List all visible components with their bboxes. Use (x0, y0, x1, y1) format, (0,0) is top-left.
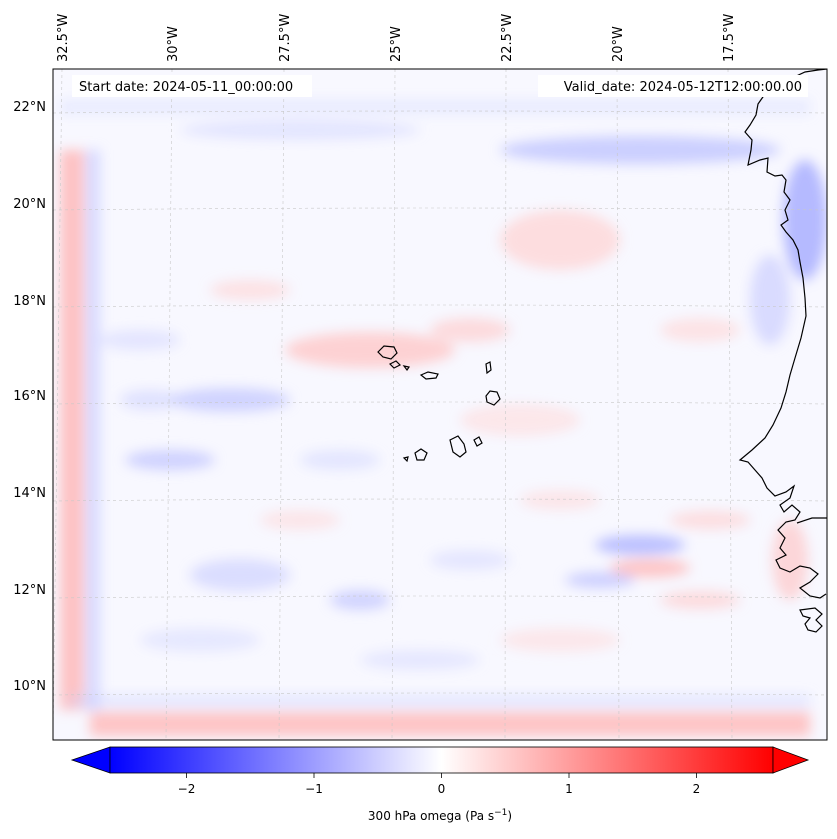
colorbar-tick-label: 2 (693, 782, 701, 796)
colorbar: −2 −1 0 1 2 300 hPa omega (Pa s−1) (70, 746, 810, 823)
colorbar-extend-min (70, 746, 111, 774)
colorbar-tick-label: −1 (305, 782, 323, 796)
latitude-labels: 22°N 20°N 18°N 16°N 14°N 12°N 10°N (13, 100, 46, 694)
map-frame (52, 68, 828, 741)
lon-label: 17.5°W (722, 14, 737, 62)
colorbar-label-main: 300 hPa omega (Pa s (368, 809, 494, 823)
gridlines (53, 69, 827, 740)
lat-label: 14°N (13, 486, 46, 501)
lat-label: 18°N (13, 294, 46, 309)
coastline (377, 69, 827, 633)
colorbar-label: 300 hPa omega (Pa s−1) (368, 808, 512, 823)
lat-label: 10°N (13, 679, 46, 694)
colorbar-body (109, 746, 774, 774)
lat-label: 16°N (13, 389, 46, 404)
colorbar-ticks: −2 −1 0 1 2 (178, 773, 701, 796)
lon-label: 22.5°W (500, 14, 515, 62)
colorbar-label-exponent: −1 (494, 808, 507, 818)
start-date-box (72, 75, 312, 97)
longitude-labels: 32.5°W 30°W 27.5°W 25°W 22.5°W 20°W 17.5… (56, 14, 737, 62)
colorbar-extend-max (772, 746, 810, 774)
colorbar-label-close: ) (507, 809, 512, 823)
lon-label: 20°W (611, 26, 626, 62)
omega-field (60, 100, 827, 736)
lon-label: 25°W (389, 26, 404, 62)
lat-label: 12°N (13, 583, 46, 598)
start-date-label: Start date: 2024-05-11_00:00:00 (79, 80, 293, 95)
lat-label: 22°N (13, 100, 46, 115)
lon-label: 30°W (166, 26, 181, 62)
valid-date-label: Valid_date: 2024-05-12T12:00:00.00 (564, 80, 802, 95)
colorbar-tick-label: −2 (178, 782, 196, 796)
colorbar-tick-label: 0 (438, 782, 446, 796)
lon-label: 27.5°W (278, 14, 293, 62)
colorbar-tick-label: 1 (565, 782, 573, 796)
valid-date-box (538, 75, 808, 97)
lon-label: 32.5°W (56, 14, 71, 62)
lat-label: 20°N (13, 197, 46, 212)
